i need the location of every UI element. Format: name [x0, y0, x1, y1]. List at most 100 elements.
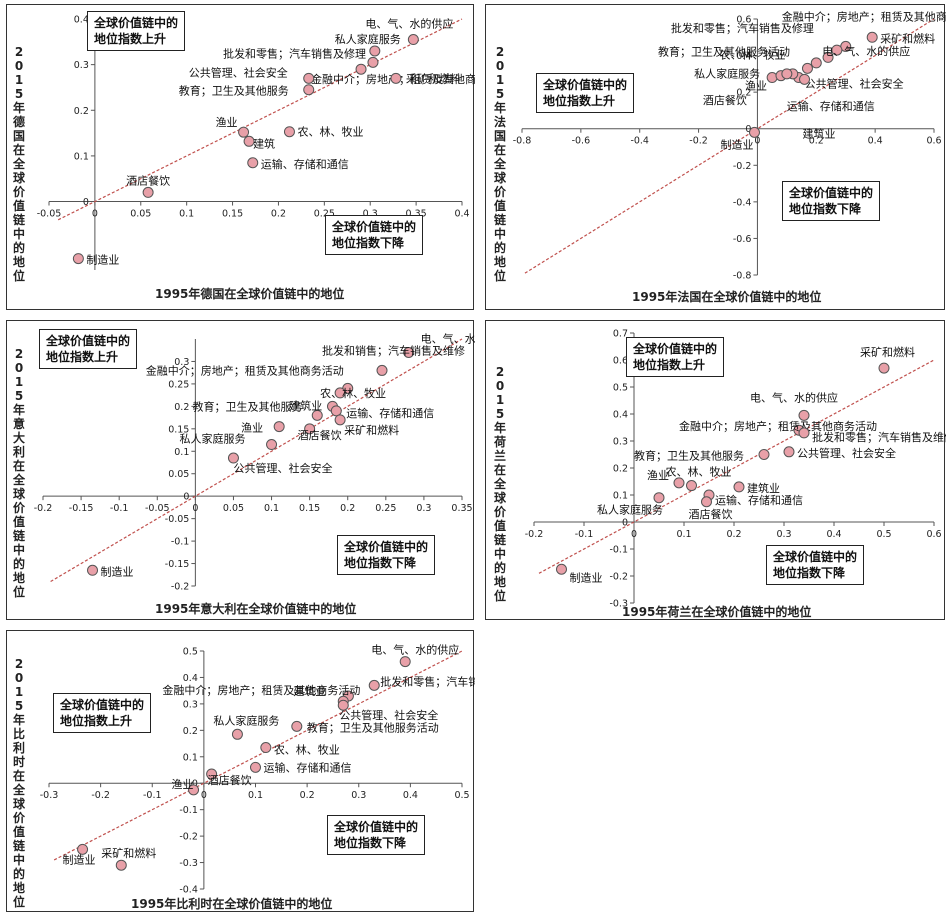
y-tick-label: 0.2 — [736, 88, 751, 99]
y-tick-label: 0.6 — [736, 15, 751, 26]
x-axis-label: 1995年荷兰在全球价值链中的地位 — [622, 605, 812, 619]
x-tick-label: 0.1 — [676, 529, 691, 540]
box-index-down: 全球价值链中的 地位指数下降 — [325, 215, 424, 255]
box-down-line1: 全球价值链中的 — [789, 186, 874, 200]
x-tick-label: 0.4 — [868, 136, 883, 147]
y-tick-label: 0.7 — [613, 329, 628, 340]
data-point — [686, 480, 697, 492]
box-down-line2: 地位指数下降 — [344, 556, 417, 570]
point-label: 批发和销售；汽车销售及维修 — [322, 343, 465, 357]
y-tick-label: -0.8 — [733, 271, 752, 282]
data-point — [87, 564, 99, 576]
y-tick-label: 0.2 — [613, 464, 628, 475]
x-tick-label: 0.35 — [406, 209, 427, 220]
point-label: 公共管理、社会安全 — [233, 461, 332, 475]
data-point — [368, 679, 380, 691]
y-tick-label: 0.3 — [183, 699, 198, 710]
data-point — [303, 72, 315, 84]
x-tick-label: -0.1 — [143, 790, 162, 801]
y-tick-label: -0.2 — [179, 832, 198, 843]
data-point — [673, 477, 685, 489]
data-point — [231, 728, 243, 740]
point-label: 电、气、水的供应 — [365, 17, 453, 31]
point-label: 建筑业 — [803, 126, 836, 140]
x-tick-label: 0 — [631, 529, 637, 540]
point-label: 运输、存储和通信 — [787, 99, 875, 113]
point-label: 电、气、水的供应 — [750, 390, 838, 404]
y-tick-label: -0.3 — [609, 599, 628, 610]
data-point — [238, 126, 250, 138]
point-label: 采矿和燃料 — [860, 345, 915, 359]
data-point — [334, 414, 346, 426]
y-tick-label: 0.4 — [183, 673, 198, 684]
box-index-up: 全球价值链中的 地位指数上升 — [536, 73, 635, 113]
x-tick-label: 0.25 — [375, 503, 396, 514]
box-index-up: 全球价值链中的 地位指数上升 — [39, 329, 138, 369]
data-point — [798, 427, 810, 439]
x-tick-label: 0.3 — [363, 209, 378, 220]
point-label: 渔业 — [216, 116, 238, 129]
scatter-plot-netherlands: -0.2 -0.1 0 0.1 0.2 0.3 0.4 0.5 0.6-0.3-0.2-0.10… — [525, 329, 946, 610]
data-point — [376, 364, 388, 376]
point-label: 批发和零售；汽车销售及维修 — [812, 430, 946, 444]
y-tick-label: -0.1 — [179, 805, 198, 816]
diagonal-reference-line — [53, 650, 463, 861]
y-tick-label: 0 — [192, 779, 198, 790]
point-label: 建筑业 — [293, 684, 326, 698]
diagonal-reference-line — [524, 18, 935, 274]
box-down-line1: 全球价值链中的 — [334, 820, 419, 834]
x-tick-label: -0.2 — [34, 503, 53, 514]
x-axis-label: 1995年法国在全球价值链中的地位 — [632, 290, 822, 304]
data-point — [304, 423, 316, 435]
box-up-line1: 全球价值链中的 — [543, 78, 628, 92]
data-point — [822, 51, 834, 63]
data-point — [291, 720, 303, 732]
point-label: 建筑业 — [747, 481, 780, 495]
data-point — [798, 409, 810, 421]
data-point — [758, 449, 770, 460]
box-down-line1: 全球价值链中的 — [773, 550, 858, 564]
x-tick-label: 0.5 — [876, 529, 891, 540]
x-tick-label: 0.3 — [351, 790, 366, 801]
x-tick-label: -0.3 — [40, 790, 59, 801]
point-label: 酒店餐饮 — [208, 773, 252, 787]
point-label: 电、气、水的供应 — [371, 643, 459, 657]
y-tick-label: 0.4 — [613, 410, 628, 421]
point-label: 制造业 — [720, 137, 753, 151]
point-label: 酒店餐饮 — [126, 173, 170, 187]
box-up-line2: 地位指数上升 — [94, 32, 167, 46]
point-label: 私人家庭服务 — [213, 713, 279, 727]
point-label: 农、林、牧业 — [666, 465, 732, 479]
x-tick-label: -0.1 — [575, 529, 594, 540]
data-point — [206, 768, 218, 780]
data-point — [403, 346, 415, 358]
point-label: 农、林、牧业 — [719, 47, 785, 61]
scatter-plot-belgium: -0.3 -0.2 -0.1 0 0.1 0.2 0.3 0.4 0.5-0.4-0.3-0.2… — [40, 643, 475, 896]
y-tick-label: 0.4 — [736, 51, 751, 62]
data-point — [799, 73, 811, 85]
y-tick-label: -0.4 — [733, 197, 752, 208]
y-tick-label: 0.5 — [183, 647, 198, 658]
point-label: 采矿和燃料 — [101, 846, 156, 860]
box-down-line2: 地位指数下降 — [334, 836, 407, 850]
x-tick-label: -0.2 — [525, 529, 544, 540]
box-index-up: 全球价值链中的 地位指数上升 — [53, 693, 152, 733]
point-label: 农、林、牧业 — [274, 743, 340, 757]
x-tick-label: 0 — [201, 790, 207, 801]
box-up-line1: 全球价值链中的 — [94, 16, 179, 30]
point-label: 渔业 — [647, 469, 669, 482]
point-label: 电、气、水的供应 — [822, 44, 910, 58]
x-tick-label: 0 — [92, 209, 98, 220]
point-label: 酒店餐饮 — [703, 93, 747, 107]
x-tick-label: 0.3 — [416, 503, 431, 514]
scatter-plot-germany: -0.05 0 0.05 0.1 0.15 0.2 0.25 0.3 0.35 0.4 0 0.1 0.… — [37, 15, 475, 270]
data-point — [260, 742, 272, 754]
y-tick-label: -0.2 — [733, 161, 752, 172]
point-label: 私人家庭服务 — [180, 432, 246, 446]
x-tick-label: 0.2 — [340, 503, 355, 514]
point-label: 运输、存储和通信 — [346, 406, 434, 420]
y-tick-label: 0.2 — [174, 402, 189, 413]
y-tick-label: 0 — [83, 197, 89, 208]
point-label: 教育；卫生及其他服务活动 — [658, 44, 790, 58]
chart-panel-italy: -0.2 -0.15 -0.1 -0.05 0 0.05 0.1 0.15 0.2 0.25 0.3… — [6, 320, 475, 620]
